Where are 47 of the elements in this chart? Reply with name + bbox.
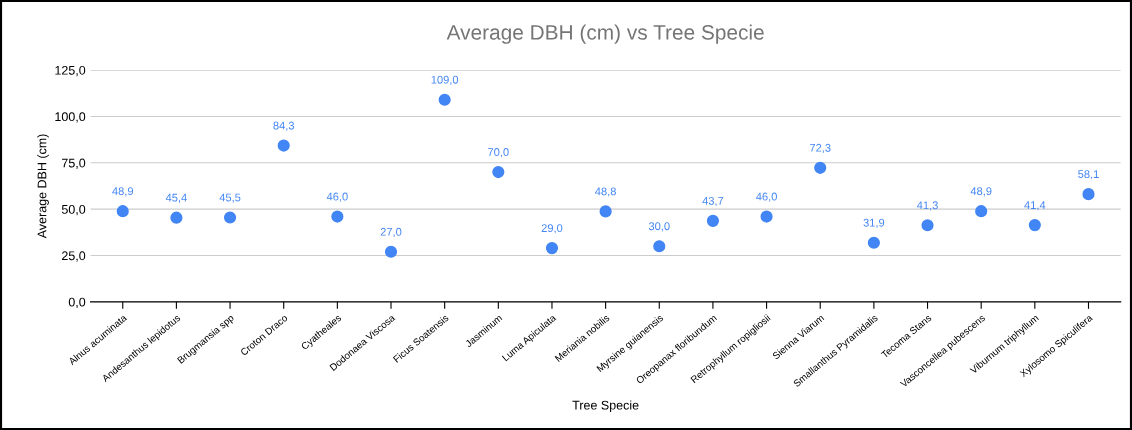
data-label: 48,9	[112, 187, 134, 197]
data-label: 109,0	[431, 75, 459, 85]
x-axis-title: Tree Specie	[572, 400, 639, 413]
data-label: 41,3	[916, 201, 938, 211]
data-label: 70,0	[488, 148, 509, 158]
point	[1082, 188, 1095, 201]
point	[438, 93, 451, 106]
data-label: 41,4	[1024, 201, 1046, 211]
data-label: 31,9	[863, 218, 885, 228]
y-tick-label: 125,0	[55, 65, 86, 77]
point	[223, 211, 237, 224]
data-label: 29,0	[541, 224, 563, 234]
point	[653, 240, 666, 253]
chart-title: Average DBH (cm) vs Tree Specie	[446, 24, 764, 44]
data-label: 46,0	[326, 192, 348, 202]
data-label: 30,0	[648, 222, 670, 232]
data-label: 46,0	[756, 192, 777, 202]
y-axis-title: Average DBH (cm)	[37, 134, 49, 239]
data-label: 45,5	[219, 193, 241, 203]
point	[867, 236, 880, 249]
point	[1028, 219, 1041, 232]
point	[975, 205, 988, 218]
y-tick-label: 25,0	[62, 251, 86, 262]
point	[814, 161, 827, 174]
data-label: 45,4	[165, 193, 187, 203]
point	[921, 219, 934, 232]
point	[706, 214, 719, 227]
point	[492, 165, 505, 179]
point	[116, 205, 129, 218]
data-label: 48,8	[595, 187, 616, 197]
point	[545, 242, 559, 255]
data-label: 84,3	[273, 121, 295, 131]
data-label: 72,3	[809, 143, 831, 154]
point	[384, 245, 398, 258]
y-tick-label: 75,0	[62, 158, 86, 169]
y-tick-label: 0,0	[68, 297, 86, 308]
data-label: 43,7	[702, 196, 724, 207]
y-tick-label: 100,0	[55, 112, 86, 123]
point	[277, 139, 290, 152]
point	[331, 210, 344, 223]
data-label: 48,9	[970, 187, 992, 197]
y-tick-label: 50,0	[61, 204, 86, 216]
point	[170, 211, 183, 224]
point	[599, 205, 612, 218]
data-label: 27,0	[380, 227, 402, 238]
data-label: 58,1	[1078, 170, 1099, 180]
point	[760, 210, 773, 223]
